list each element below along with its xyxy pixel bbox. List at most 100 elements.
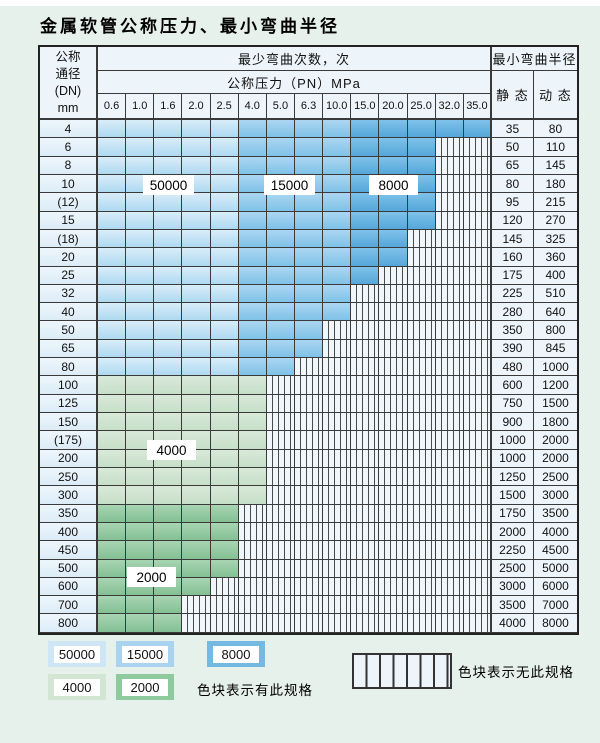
spec-available-cell [379,193,408,212]
spec-available-cell [294,266,324,285]
spec-unavailable-cell [463,303,492,322]
legend-swatch-4000: 4000 [48,674,106,700]
spec-unavailable-cell [463,413,492,432]
dynamic-radius-cell: 400 [533,266,577,285]
spec-available-cell [154,303,183,322]
spec-available-cell [126,339,155,359]
spec-unavailable-cell [435,211,464,230]
dn-cell: 350 [40,504,98,523]
spec-available-cell [294,156,324,175]
spec-unavailable-cell [266,467,295,487]
spec-available-cell [126,266,155,285]
spec-available-cell [351,248,380,267]
dn-cell: 600 [40,577,98,597]
spec-unavailable-cell [351,596,380,615]
dn-cell: 40 [40,303,98,322]
spec-unavailable-cell [463,614,492,633]
spec-available-cell [210,303,239,322]
spec-unavailable-cell [294,522,324,542]
spec-available-cell [182,211,211,230]
spec-available-cell [182,303,211,322]
dn-cell: 20 [40,248,98,267]
spec-available-cell [210,541,239,560]
spec-available-cell [210,156,239,175]
spec-unavailable-cell [266,522,295,542]
spec-unavailable-cell [238,522,267,542]
spec-unavailable-cell [379,596,408,615]
static-radius-cell: 65 [491,156,534,175]
spec-unavailable-cell [323,522,352,542]
spec-available-cell [98,413,127,432]
spec-available-cell [182,358,211,377]
spec-available-cell [98,120,127,139]
spec-unavailable-cell [351,467,380,487]
spec-unavailable-cell [266,449,295,468]
spec-available-cell [154,358,183,377]
pressure-col-header: 10.0 [323,94,352,120]
spec-available-cell [210,504,239,523]
pressure-col-header: 15.0 [351,94,380,120]
spec-unavailable-cell [323,449,352,468]
spec-unavailable-cell [407,431,436,450]
dn-header-line: mm [57,100,79,115]
spec-available-cell [238,339,267,359]
spec-unavailable-cell [435,467,464,487]
spec-available-cell [238,248,267,267]
spec-unavailable-cell [407,266,436,285]
spec-unavailable-cell [435,596,464,615]
dn-cell: 6 [40,138,98,157]
spec-available-cell [266,248,295,267]
spec-available-cell [98,376,127,395]
spec-unavailable-cell [351,303,380,322]
spec-unavailable-cell [407,449,436,468]
spec-unavailable-cell [351,394,380,413]
pressure-col-header: 6.3 [294,94,324,120]
dn-cell: 450 [40,541,98,560]
spec-unavailable-cell [323,541,352,560]
dynamic-radius-cell: 1500 [533,394,577,413]
spec-available-cell [323,138,352,157]
spec-unavailable-cell [323,559,352,578]
dynamic-radius-cell: 3500 [533,504,577,523]
spec-available-cell [154,376,183,395]
spec-available-cell [238,486,267,505]
dn-cell: (175) [40,431,98,450]
spec-unavailable-cell [351,577,380,597]
spec-unavailable-cell [435,284,464,304]
spec-available-cell [182,394,211,413]
spec-available-cell [323,229,352,249]
spec-available-cell [351,266,380,285]
spec-available-cell [210,413,239,432]
spec-unavailable-cell [351,504,380,523]
spec-available-cell [379,229,408,249]
legend-swatch-15000: 15000 [116,641,174,667]
spec-unavailable-cell [463,266,492,285]
spec-available-cell [126,394,155,413]
spec-available-cell [294,248,324,267]
spec-unavailable-cell [463,486,492,505]
spec-available-cell [182,138,211,157]
spec-unavailable-cell [435,522,464,542]
spec-unavailable-cell [435,413,464,432]
spec-available-cell [98,522,127,542]
spec-available-cell [154,522,183,542]
cycle-count-label: 15000 [264,175,315,195]
spec-unavailable-cell [463,156,492,175]
spec-unavailable-cell [463,541,492,560]
legend-value: 8000 [213,645,259,663]
spec-available-cell [210,449,239,468]
min-bend-radius-header: 最小弯曲半径 [491,47,577,71]
spec-available-cell [238,156,267,175]
spec-available-cell [266,358,295,377]
spec-available-cell [182,120,211,139]
legend-value: 4000 [54,678,100,696]
spec-unavailable-cell [238,614,267,633]
static-radius-cell: 50 [491,138,534,157]
spec-unavailable-cell [351,358,380,377]
spec-available-cell [294,321,324,340]
spec-available-cell [126,504,155,523]
spec-unavailable-cell [407,541,436,560]
spec-available-cell [126,541,155,560]
pressure-col-header: 1.6 [154,94,183,120]
nominal-pressure-header: 公称压力（PN）MPa [98,71,492,94]
